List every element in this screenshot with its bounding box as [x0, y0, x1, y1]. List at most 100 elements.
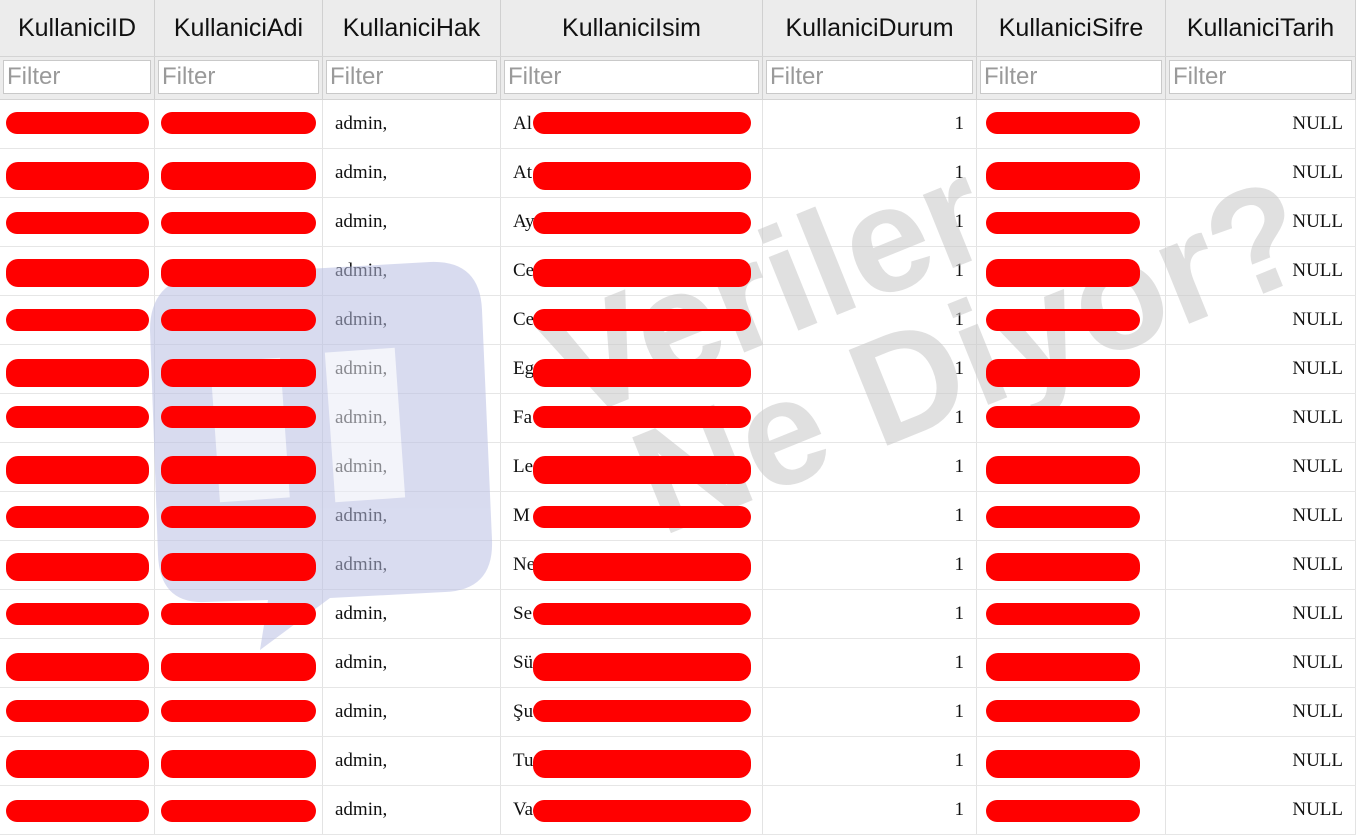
- cell-kullaniciisim[interactable]: At: [501, 149, 763, 197]
- cell-kullaniciisim[interactable]: Le: [501, 443, 763, 491]
- filter-input-kullanicitarih[interactable]: [1169, 60, 1352, 94]
- column-header-kullaniciid[interactable]: KullaniciID: [0, 0, 155, 56]
- cell-kullanicisifre[interactable]: [977, 198, 1166, 246]
- cell-kullaniciid[interactable]: [0, 296, 155, 344]
- cell-kullanicitarih[interactable]: NULL: [1166, 443, 1356, 491]
- filter-input-kullanicihak[interactable]: [326, 60, 497, 94]
- cell-kullaniciadi[interactable]: [155, 688, 323, 736]
- cell-kullanicisifre[interactable]: [977, 688, 1166, 736]
- cell-kullanicitarih[interactable]: NULL: [1166, 541, 1356, 589]
- cell-kullaniciisim[interactable]: Se: [501, 590, 763, 638]
- cell-kullanicisifre[interactable]: [977, 247, 1166, 295]
- table-row[interactable]: admin, Ay 1 NULL: [0, 198, 1356, 247]
- cell-kullanicihak[interactable]: admin,: [323, 345, 501, 393]
- cell-kullaniciadi[interactable]: [155, 492, 323, 540]
- cell-kullaniciid[interactable]: [0, 198, 155, 246]
- cell-kullanicidurum[interactable]: 1: [763, 688, 977, 736]
- cell-kullanicitarih[interactable]: NULL: [1166, 590, 1356, 638]
- table-row[interactable]: admin, Sü 1 NULL: [0, 639, 1356, 688]
- cell-kullaniciid[interactable]: [0, 541, 155, 589]
- cell-kullanicisifre[interactable]: [977, 345, 1166, 393]
- cell-kullanicisifre[interactable]: [977, 541, 1166, 589]
- cell-kullanicidurum[interactable]: 1: [763, 786, 977, 834]
- cell-kullanicidurum[interactable]: 1: [763, 247, 977, 295]
- cell-kullaniciadi[interactable]: [155, 394, 323, 442]
- cell-kullanicisifre[interactable]: [977, 149, 1166, 197]
- cell-kullaniciid[interactable]: [0, 639, 155, 687]
- cell-kullaniciid[interactable]: [0, 737, 155, 785]
- cell-kullanicitarih[interactable]: NULL: [1166, 247, 1356, 295]
- cell-kullanicihak[interactable]: admin,: [323, 198, 501, 246]
- cell-kullanicidurum[interactable]: 1: [763, 100, 977, 148]
- cell-kullanicidurum[interactable]: 1: [763, 345, 977, 393]
- cell-kullanicisifre[interactable]: [977, 394, 1166, 442]
- cell-kullaniciadi[interactable]: [155, 443, 323, 491]
- filter-input-kullaniciisim[interactable]: [504, 60, 759, 94]
- cell-kullanicidurum[interactable]: 1: [763, 198, 977, 246]
- cell-kullanicidurum[interactable]: 1: [763, 541, 977, 589]
- cell-kullanicisifre[interactable]: [977, 296, 1166, 344]
- table-row[interactable]: admin, Şu 1 NULL: [0, 688, 1356, 737]
- cell-kullaniciadi[interactable]: [155, 786, 323, 834]
- cell-kullanicitarih[interactable]: NULL: [1166, 639, 1356, 687]
- cell-kullanicihak[interactable]: admin,: [323, 443, 501, 491]
- cell-kullaniciid[interactable]: [0, 443, 155, 491]
- filter-input-kullanicisifre[interactable]: [980, 60, 1162, 94]
- table-row[interactable]: admin, Al 1 NULL: [0, 100, 1356, 149]
- cell-kullaniciid[interactable]: [0, 100, 155, 148]
- cell-kullaniciisim[interactable]: Ce: [501, 247, 763, 295]
- cell-kullaniciid[interactable]: [0, 149, 155, 197]
- cell-kullaniciisim[interactable]: Şu: [501, 688, 763, 736]
- table-row[interactable]: admin, Eg 1 NULL: [0, 345, 1356, 394]
- cell-kullaniciisim[interactable]: Ce: [501, 296, 763, 344]
- table-row[interactable]: admin, Tu 1 NULL: [0, 737, 1356, 786]
- cell-kullanicitarih[interactable]: NULL: [1166, 492, 1356, 540]
- table-row[interactable]: admin, Va 1 NULL: [0, 786, 1356, 835]
- cell-kullaniciadi[interactable]: [155, 149, 323, 197]
- column-header-kullanicisifre[interactable]: KullaniciSifre: [977, 0, 1166, 56]
- cell-kullaniciisim[interactable]: Eg: [501, 345, 763, 393]
- cell-kullaniciisim[interactable]: Ne: [501, 541, 763, 589]
- filter-input-kullaniciid[interactable]: [3, 60, 151, 94]
- cell-kullaniciid[interactable]: [0, 688, 155, 736]
- cell-kullanicihak[interactable]: admin,: [323, 492, 501, 540]
- column-header-kullaniciisim[interactable]: KullaniciIsim: [501, 0, 763, 56]
- cell-kullaniciisim[interactable]: Tu: [501, 737, 763, 785]
- cell-kullaniciid[interactable]: [0, 394, 155, 442]
- cell-kullanicihak[interactable]: admin,: [323, 590, 501, 638]
- cell-kullaniciid[interactable]: [0, 590, 155, 638]
- table-row[interactable]: admin, M 1 NULL: [0, 492, 1356, 541]
- cell-kullanicihak[interactable]: admin,: [323, 247, 501, 295]
- cell-kullanicihak[interactable]: admin,: [323, 394, 501, 442]
- filter-input-kullaniciadi[interactable]: [158, 60, 319, 94]
- table-row[interactable]: admin, Ce 1 NULL: [0, 247, 1356, 296]
- cell-kullanicitarih[interactable]: NULL: [1166, 100, 1356, 148]
- column-header-kullaniciadi[interactable]: KullaniciAdi: [155, 0, 323, 56]
- cell-kullanicitarih[interactable]: NULL: [1166, 149, 1356, 197]
- cell-kullaniciadi[interactable]: [155, 541, 323, 589]
- cell-kullaniciisim[interactable]: Al: [501, 100, 763, 148]
- cell-kullanicisifre[interactable]: [977, 443, 1166, 491]
- cell-kullanicihak[interactable]: admin,: [323, 149, 501, 197]
- cell-kullanicitarih[interactable]: NULL: [1166, 737, 1356, 785]
- cell-kullanicihak[interactable]: admin,: [323, 688, 501, 736]
- cell-kullanicihak[interactable]: admin,: [323, 296, 501, 344]
- cell-kullanicidurum[interactable]: 1: [763, 737, 977, 785]
- cell-kullaniciisim[interactable]: Fa: [501, 394, 763, 442]
- cell-kullaniciadi[interactable]: [155, 345, 323, 393]
- table-row[interactable]: admin, Se 1 NULL: [0, 590, 1356, 639]
- table-row[interactable]: admin, Le 1 NULL: [0, 443, 1356, 492]
- column-header-kullanicidurum[interactable]: KullaniciDurum: [763, 0, 977, 56]
- cell-kullaniciid[interactable]: [0, 786, 155, 834]
- cell-kullaniciadi[interactable]: [155, 590, 323, 638]
- column-header-kullanicihak[interactable]: KullaniciHak: [323, 0, 501, 56]
- cell-kullanicidurum[interactable]: 1: [763, 492, 977, 540]
- cell-kullaniciadi[interactable]: [155, 198, 323, 246]
- cell-kullanicidurum[interactable]: 1: [763, 296, 977, 344]
- table-row[interactable]: admin, Fa 1 NULL: [0, 394, 1356, 443]
- cell-kullanicihak[interactable]: admin,: [323, 786, 501, 834]
- cell-kullaniciid[interactable]: [0, 247, 155, 295]
- filter-input-kullanicidurum[interactable]: [766, 60, 973, 94]
- cell-kullanicitarih[interactable]: NULL: [1166, 688, 1356, 736]
- cell-kullanicihak[interactable]: admin,: [323, 737, 501, 785]
